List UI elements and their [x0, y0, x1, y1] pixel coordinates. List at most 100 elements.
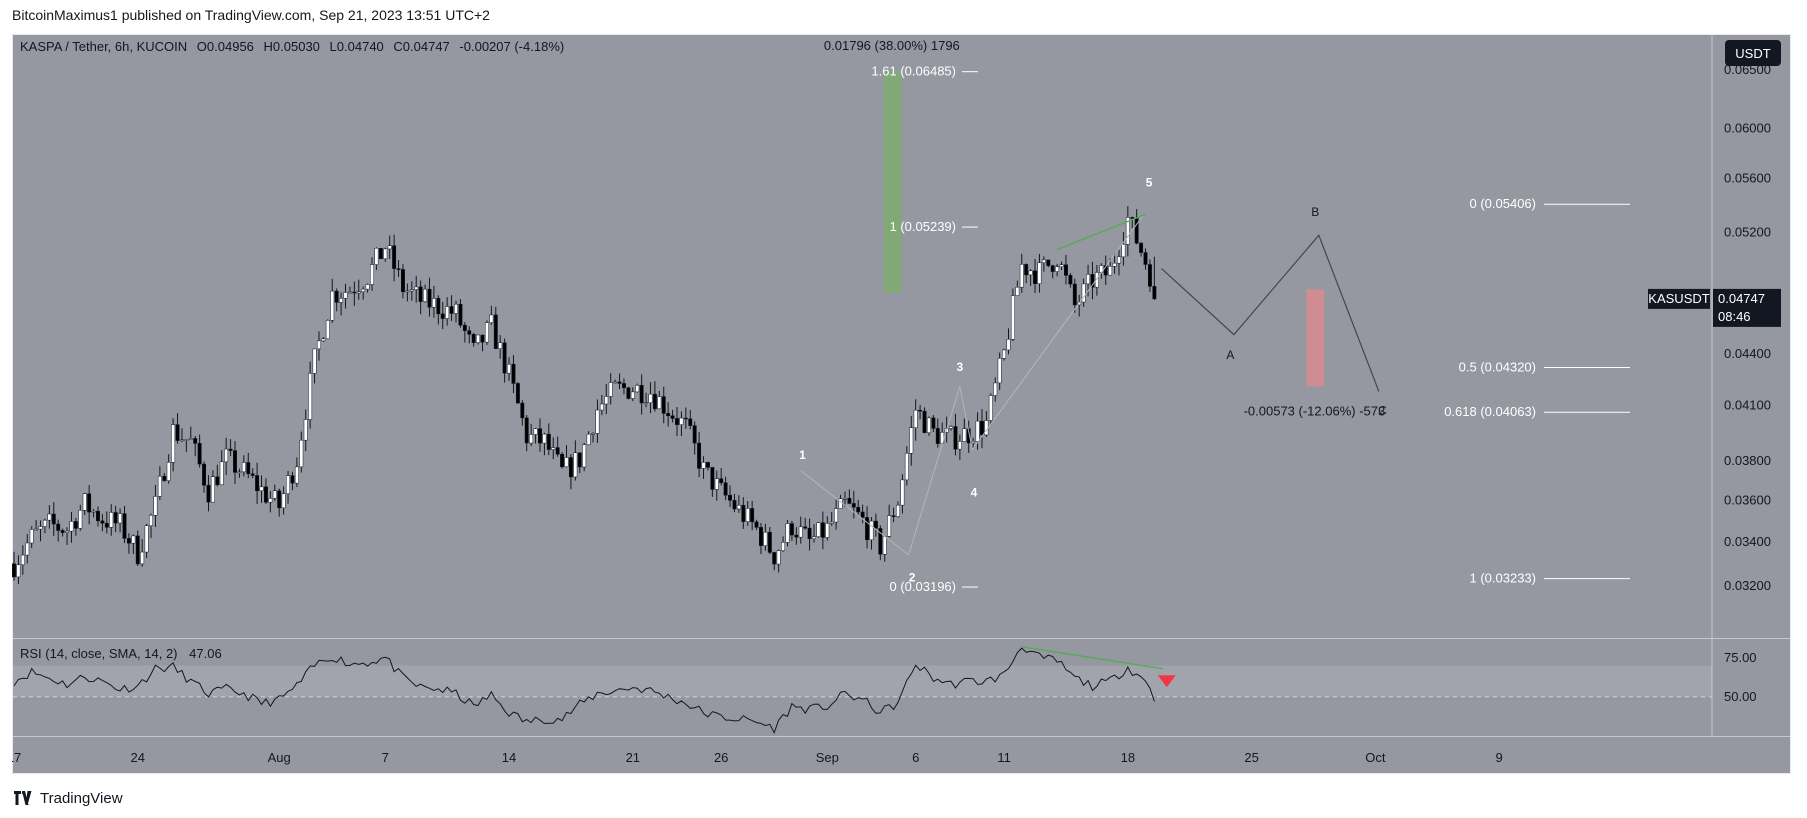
candle-body [202, 463, 207, 486]
time-axis[interactable]: 17 24 Aug 7 14 21 26 Sep 6 11 18 25 Oct 9 [12, 750, 1503, 765]
abc-label: B [1311, 205, 1319, 219]
candle [219, 450, 224, 486]
candle [87, 485, 92, 525]
candle [47, 505, 52, 529]
candle [96, 506, 100, 527]
candle [454, 300, 458, 323]
candle-body [736, 504, 741, 510]
fib-left-label: 1.61 (0.06485) [871, 64, 956, 79]
candle-body [29, 529, 34, 544]
candle [56, 519, 61, 542]
candle [246, 452, 251, 479]
candle [1041, 256, 1046, 272]
candle [865, 506, 870, 549]
candle-body [1108, 266, 1113, 276]
price-tick-label: 0.03200 [1724, 578, 1771, 593]
candle [135, 530, 140, 566]
candle [263, 478, 268, 504]
symbol-legend[interactable]: KASPA / Tether, 6h, KUCOIN O0.04956 H0.0… [20, 39, 564, 54]
candle [25, 534, 30, 564]
chart-frame[interactable]: 0.065000.060000.056000.052000.044000.041… [12, 34, 1791, 774]
candle-body [851, 503, 856, 508]
candle-body [149, 515, 153, 527]
candle [878, 525, 883, 561]
candle [622, 378, 626, 395]
tradingview-brand[interactable]: TradingView [12, 788, 123, 808]
candle [701, 456, 706, 479]
last-price-tag: KASUSDT 0.04747 08:46 [1648, 288, 1781, 327]
candle-body [431, 298, 436, 308]
candle [675, 406, 679, 437]
candle-body [878, 528, 883, 555]
candle [1094, 265, 1099, 296]
time-tick-label: 24 [131, 750, 145, 765]
candle [109, 504, 114, 536]
candle [604, 383, 609, 415]
candle-body [542, 433, 547, 444]
candle-body [1068, 275, 1073, 285]
candle [387, 235, 392, 260]
candle-body [635, 385, 640, 393]
candle-body [405, 290, 410, 293]
candle [118, 508, 123, 533]
candle [330, 278, 335, 323]
high-label: H [264, 39, 273, 54]
candle [476, 334, 481, 345]
candle [356, 279, 361, 300]
price-scale-background [1712, 35, 1790, 638]
candle-body [666, 413, 671, 417]
candle [644, 392, 649, 408]
price-tick-label: 0.05600 [1724, 171, 1771, 186]
candle-body [96, 510, 100, 522]
candle-body [507, 363, 511, 374]
candle [767, 527, 772, 555]
rsi-pane-background [13, 639, 1712, 736]
candle-body [1090, 274, 1095, 288]
rsi-legend[interactable]: RSI (14, close, SMA, 14, 2) 47.06 [20, 646, 222, 661]
candle-body [789, 523, 794, 536]
candle [1059, 261, 1064, 270]
candle [816, 522, 821, 539]
measure-up-label: 0.01796 (38.00%) 1796 [824, 38, 960, 53]
candle-body [759, 527, 763, 546]
candle-body [719, 478, 724, 484]
close-value: 0.04747 [403, 39, 450, 54]
candle [719, 468, 724, 486]
candle-body [42, 519, 47, 527]
candle [467, 326, 472, 344]
candle-body [100, 520, 105, 524]
candle [710, 467, 715, 498]
candle [171, 418, 176, 472]
candle [1152, 256, 1157, 300]
candle [568, 454, 573, 490]
candle [542, 432, 547, 456]
candle-body [763, 531, 768, 546]
candle [613, 379, 618, 384]
candle [869, 517, 874, 550]
candle-body [502, 342, 507, 374]
candle [966, 420, 971, 453]
candle [781, 536, 786, 552]
measure-boxes: 0.01796 (38.00%) 1796 [824, 38, 1325, 387]
time-tick-label: 14 [502, 750, 516, 765]
candle-body [564, 457, 569, 468]
candle [1024, 263, 1029, 284]
candle [891, 507, 896, 523]
candle [608, 373, 613, 405]
candle-body [409, 289, 414, 292]
time-tick-label: 26 [714, 750, 728, 765]
currency-button[interactable]: USDT [1725, 40, 1781, 66]
candle-body [644, 402, 649, 404]
candle-body [294, 466, 299, 484]
candle-body [493, 314, 498, 349]
candle-body [387, 245, 392, 250]
candle [949, 425, 953, 431]
candle-body [396, 268, 401, 270]
candle [856, 499, 861, 515]
candle [595, 399, 600, 443]
candle-body [109, 512, 114, 528]
candle [100, 513, 105, 532]
candle-body [272, 490, 277, 499]
candle [1006, 328, 1011, 355]
candle-body [1059, 264, 1064, 268]
